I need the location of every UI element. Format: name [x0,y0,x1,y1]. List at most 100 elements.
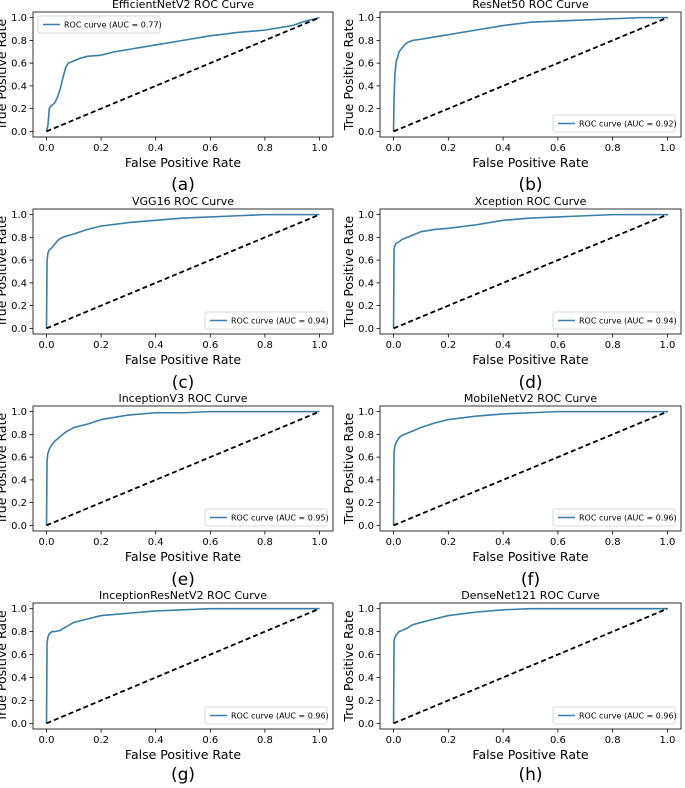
y-tick-label: 1.0 [11,604,27,615]
y-tick-label: 0.4 [11,278,27,289]
roc-panel-a: EfficientNetV2 ROC Curve 0.0 0.2 0.4 0.6 0.8 1… [0,0,334,195]
y-tick-label: 1.0 [358,13,374,24]
x-axis-label: False Positive Rate [472,155,588,170]
y-tick-label: 0.6 [11,59,27,70]
chance-diagonal-line [393,213,668,330]
y-tick-label: 0.6 [358,256,374,267]
panel-letter: (a) [171,175,195,195]
x-axis-label: False Positive Rate [125,352,241,367]
x-tick-label: 0.0 [39,143,55,154]
roc-curve-line [392,16,668,132]
x-tick-label: 0.8 [257,735,273,746]
chart-title: Xception ROC Curve [475,195,587,208]
x-tick-label: 0.4 [495,537,511,548]
chart-title: ResNet50 ROC Curve [472,0,589,11]
x-tick-label: 1.0 [660,340,676,351]
legend: ROC curve (AUC = 0.96) [552,706,677,725]
chart-title: MobileNetV2 ROC Curve [464,392,598,405]
legend-box [204,706,328,725]
x-tick-label: 0.4 [148,735,164,746]
x-tick-label: 0.8 [257,537,273,548]
legend-label: ROC curve (AUC = 0.92) [579,120,677,129]
chance-diagonal-line [46,607,320,725]
chart-title: InceptionV3 ROC Curve [118,392,247,405]
chart-title: InceptionResNetV2 ROC Curve [99,589,267,602]
chart-title: VGG16 ROC Curve [132,195,234,208]
x-tick-label: 0.8 [257,340,273,351]
x-tick-label: 0.2 [93,537,109,548]
y-tick-label: 0.2 [358,104,374,115]
y-axis-label: True Positive Rate [341,216,356,329]
y-tick-label: 0.0 [358,521,374,532]
y-axis-label: True Positive Rate [0,610,9,723]
y-tick-label: 0.8 [358,627,374,638]
y-tick-label: 0.2 [11,498,27,509]
roc-panel-c: VGG16 ROC Curve 0.0 0.2 0.4 0.6 0.8 1.0 0.0 0.2 0… [0,195,334,393]
legend: ROC curve (AUC = 0.96) [552,508,677,527]
chance-diagonal-line [393,607,668,725]
legend: ROC curve (AUC = 0.94) [204,311,329,330]
legend-label: ROC curve (AUC = 0.96) [579,712,677,721]
y-axis-label: True Positive Rate [341,19,356,132]
y-tick-label: 1.0 [358,407,374,418]
roc-curve-line [45,16,320,132]
y-tick-label: 0.8 [358,233,374,244]
y-tick-label: 0.8 [358,36,374,47]
chart-title: DenseNet121 ROC Curve [461,589,600,602]
x-tick-label: 1.0 [660,735,676,746]
roc-panel-f: MobileNetV2 ROC Curve 0.0 0.2 0.4 0.6 0.8 1.0 0… [341,392,682,590]
x-axis-label: False Positive Rate [125,549,241,564]
legend: ROC curve (AUC = 0.77) [37,15,162,34]
y-tick-label: 0.0 [11,127,27,138]
roc-curve-line [45,410,320,526]
chance-diagonal-line [393,410,668,527]
x-tick-label: 0.6 [550,340,566,351]
x-tick-label: 0.0 [39,537,55,548]
x-tick-label: 0.6 [202,735,218,746]
legend-box [204,508,328,527]
x-tick-label: 0.4 [495,340,511,351]
y-tick-label: 0.2 [11,696,27,707]
legend-label: ROC curve (AUC = 0.94) [231,317,329,326]
x-tick-label: 0.6 [550,537,566,548]
chart-title: EfficientNetV2 ROC Curve [112,0,254,11]
x-tick-label: 0.4 [148,143,164,154]
x-tick-label: 1.0 [312,340,328,351]
x-tick-label: 0.0 [386,537,402,548]
legend: ROC curve (AUC = 0.96) [204,706,329,725]
legend: ROC curve (AUC = 0.95) [204,508,329,527]
y-tick-label: 0.4 [358,673,374,684]
x-tick-label: 0.4 [495,143,511,154]
legend-box [552,706,676,725]
x-tick-label: 1.0 [312,537,328,548]
x-tick-label: 0.2 [440,537,456,548]
x-axis-label: False Positive Rate [125,155,241,170]
y-axis-label: True Positive Rate [0,216,9,329]
y-tick-label: 1.0 [358,210,374,221]
y-axis-label: True Positive Rate [0,413,9,526]
y-tick-label: 0.8 [11,430,27,441]
panel-letter: (h) [518,765,542,785]
x-tick-label: 1.0 [660,143,676,154]
y-tick-label: 0.6 [358,650,374,661]
y-tick-label: 0.4 [11,81,27,92]
y-tick-label: 1.0 [358,604,374,615]
y-axis-label: True Positive Rate [341,610,356,723]
y-tick-label: 0.0 [358,324,374,335]
roc-curve-line [392,213,668,329]
x-tick-label: 0.8 [257,143,273,154]
x-tick-label: 0.0 [386,340,402,351]
x-tick-label: 0.2 [440,340,456,351]
y-tick-label: 0.6 [11,256,27,267]
y-tick-label: 0.8 [358,430,374,441]
legend-label: ROC curve (AUC = 0.95) [231,514,329,523]
chance-diagonal-line [46,213,320,330]
x-tick-label: 0.0 [386,735,402,746]
legend-label: ROC curve (AUC = 0.96) [231,712,329,721]
x-tick-label: 0.2 [93,143,109,154]
y-tick-label: 0.0 [11,324,27,335]
roc-panel-h: DenseNet121 ROC Curve 0.0 0.2 0.4 0.6 0.8 1.0 0… [341,589,682,785]
panel-letter: (c) [172,373,195,393]
y-axis-label: True Positive Rate [341,413,356,526]
